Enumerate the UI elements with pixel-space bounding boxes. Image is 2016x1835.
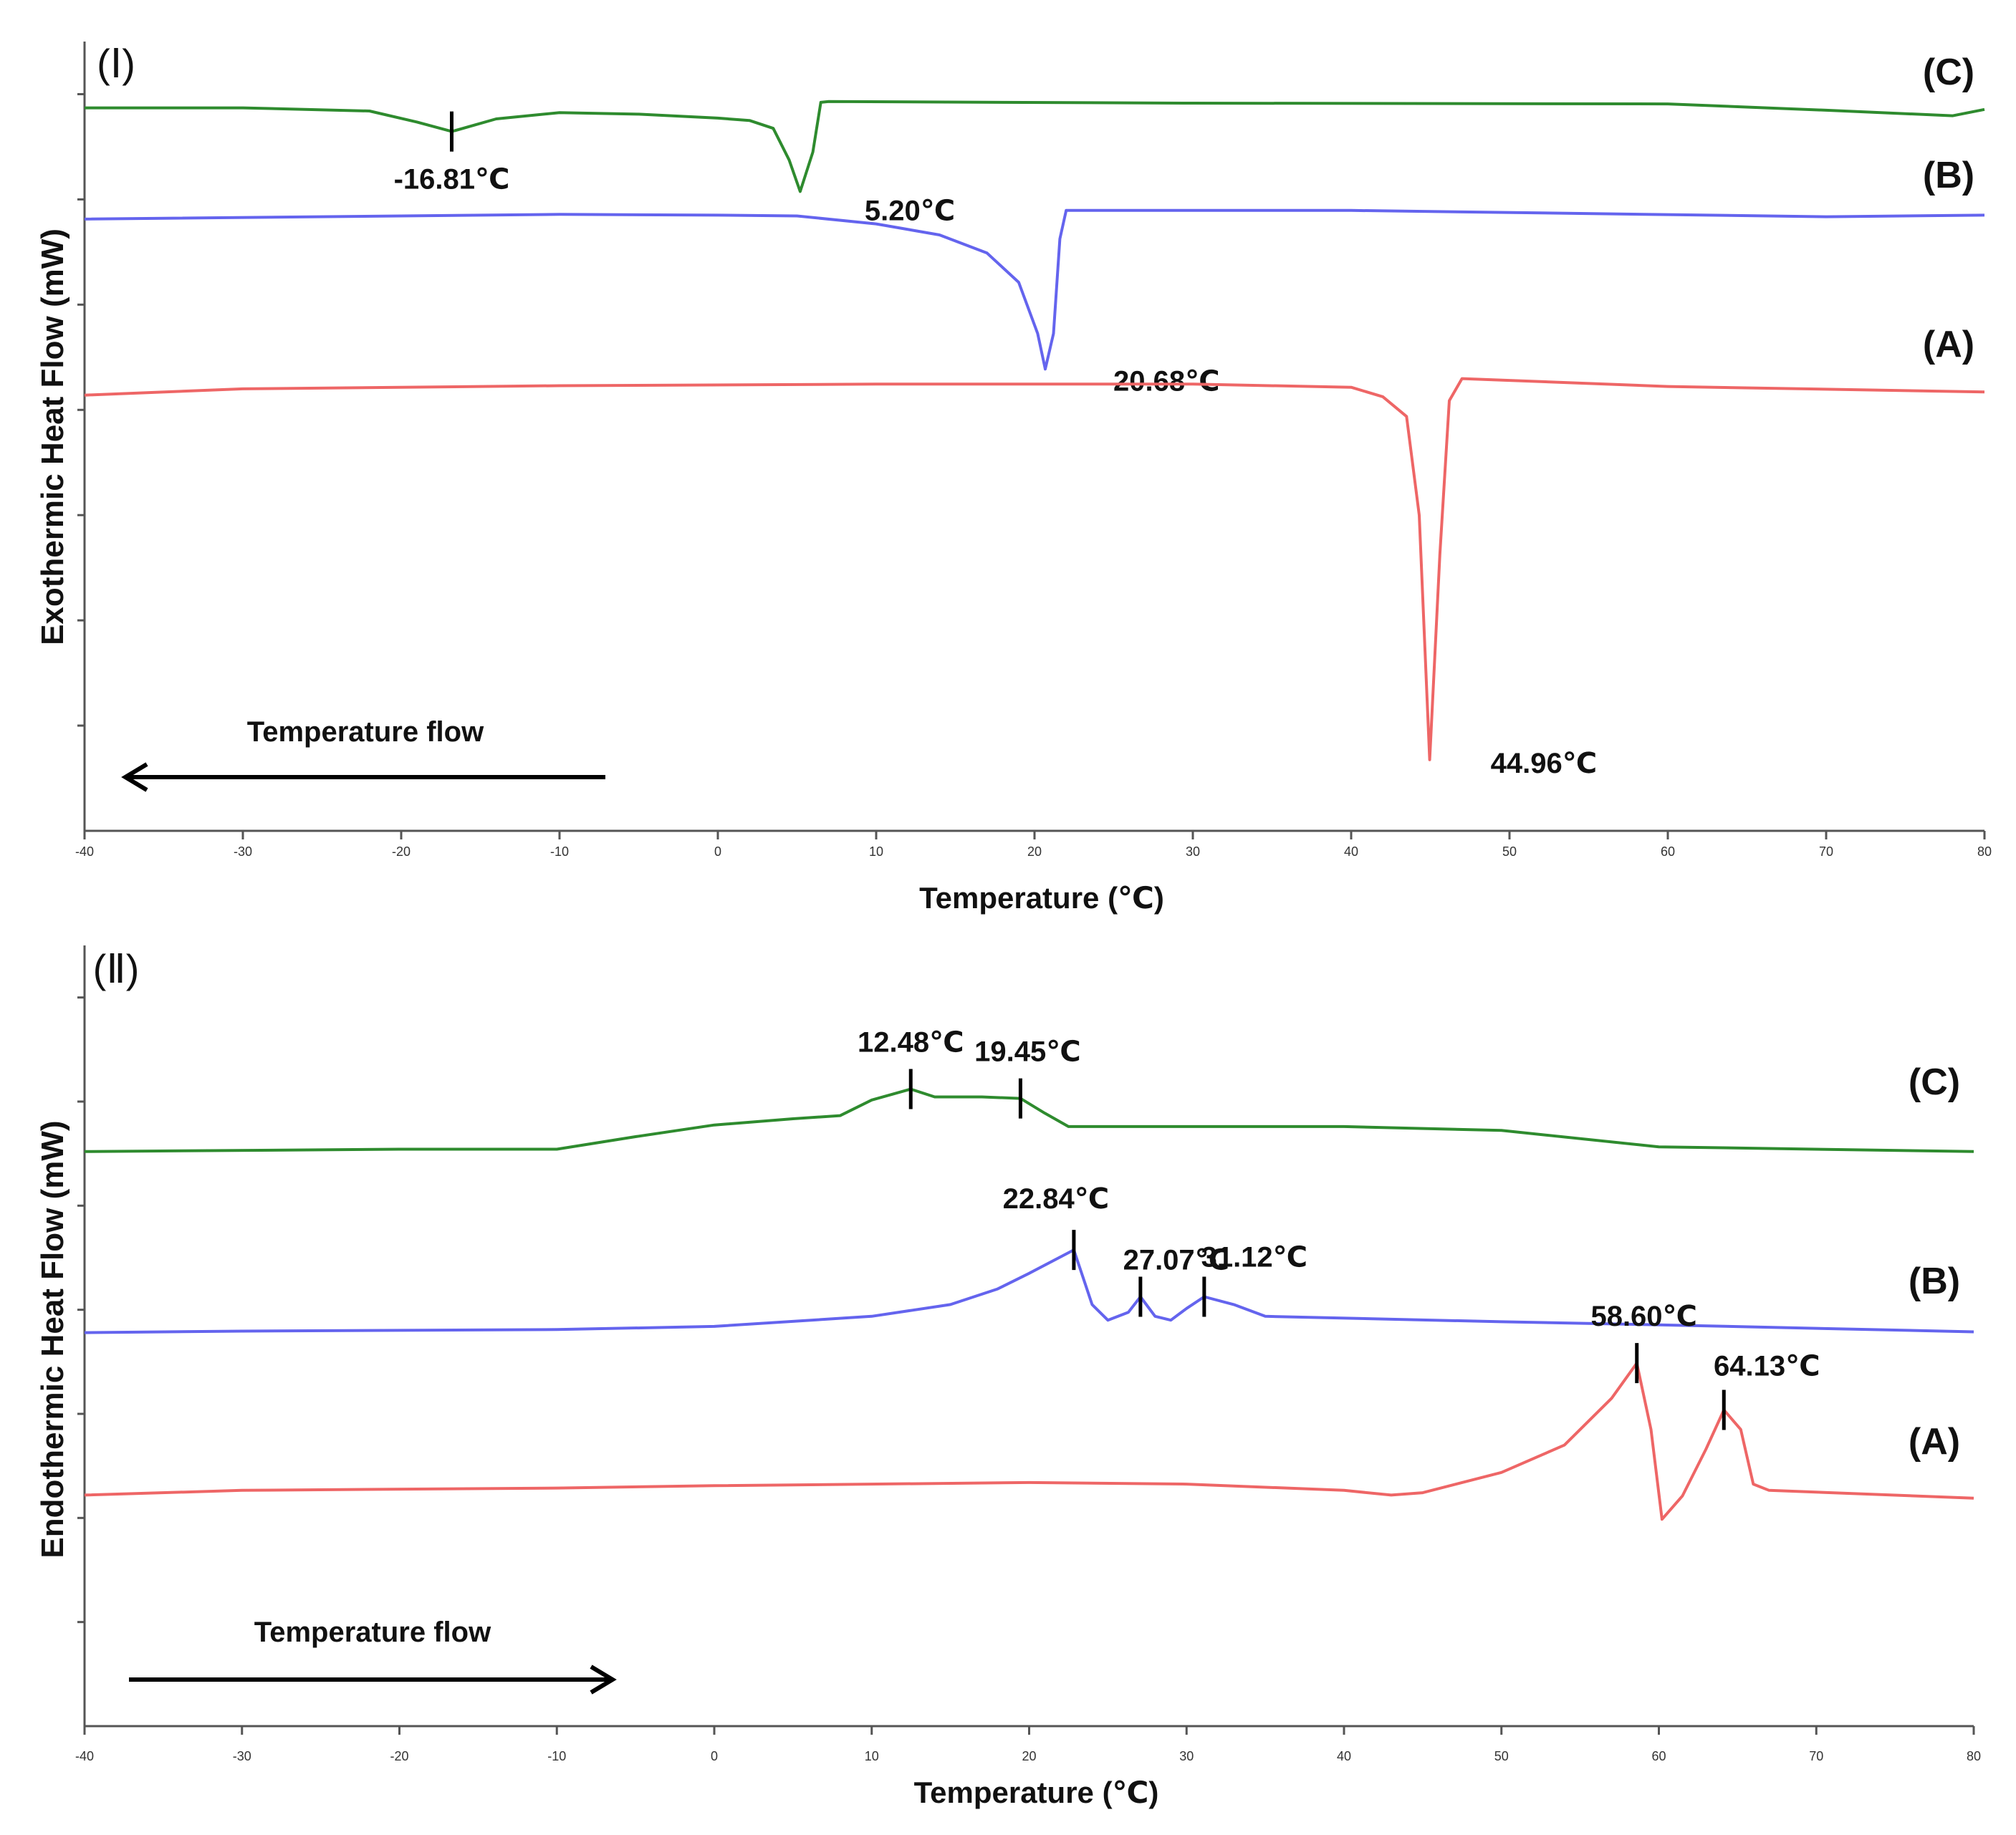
x-axis-title: Temperature (℃) (914, 1776, 1159, 1809)
peak-label: 22.84℃ (1003, 1183, 1110, 1215)
x-axis-title: Temperature (℃) (919, 881, 1164, 915)
peak-label: 64.13℃ (1714, 1351, 1820, 1382)
series-label: (C) (1923, 52, 1974, 93)
x-tick-label: 70 (1809, 1749, 1823, 1763)
peak-label: 20.68℃ (1113, 365, 1220, 397)
x-tick-label: 30 (1179, 1749, 1194, 1763)
x-tick-label: 60 (1651, 1749, 1666, 1763)
panel-2: -40 -30 -20 -10 0 10 20 30 40 50 60 70 80 Temperature… (35, 945, 1981, 1809)
x-tick-label: -30 (234, 844, 252, 859)
x-tick-label: -40 (75, 1749, 94, 1763)
series-label: (B) (1923, 155, 1974, 196)
peak-label: 19.45℃ (974, 1036, 1081, 1068)
panel-label: (Ⅰ) (97, 41, 135, 86)
series-label: (C) (1909, 1061, 1960, 1103)
series-line-c (84, 1087, 1974, 1153)
peak-label: 58.60℃ (1590, 1301, 1697, 1332)
x-tick-label: 0 (714, 844, 721, 859)
peak-label: 27.07℃ (1123, 1245, 1230, 1276)
panel-label: (Ⅱ) (93, 946, 140, 991)
x-tick-label: 50 (1494, 1749, 1509, 1763)
x-tick-label: -10 (550, 844, 569, 859)
x-tick-label: 30 (1186, 844, 1200, 859)
arrow-head-icon (121, 762, 148, 792)
series-line-b (84, 1248, 1974, 1334)
x-tick-label: 10 (865, 1749, 879, 1763)
x-tick-label: -30 (233, 1749, 251, 1763)
x-tick-label: 80 (1977, 844, 1992, 859)
series-line-a (84, 1362, 1974, 1521)
series-label: (A) (1923, 324, 1974, 365)
temperature-flow-label: Temperature flow (247, 716, 484, 748)
x-tick-label: -10 (547, 1749, 566, 1763)
y-axis-title: Endothermic Heat Flow (mW) (35, 1120, 70, 1558)
peak-label: -16.81℃ (394, 164, 510, 196)
x-tick-label: 0 (711, 1749, 718, 1763)
peak-label: 44.96℃ (1491, 748, 1598, 779)
temperature-flow-label: Temperature flow (254, 1617, 491, 1648)
series-label: (A) (1909, 1421, 1960, 1463)
arrow-head-icon (590, 1665, 617, 1695)
x-tick-label: 20 (1022, 1749, 1036, 1763)
x-tick-label: 20 (1027, 844, 1042, 859)
x-tick-label: 40 (1337, 1749, 1351, 1763)
x-tick-label: 60 (1661, 844, 1675, 859)
peak-label: 31.12℃ (1201, 1242, 1308, 1273)
x-tick-label: 50 (1502, 844, 1517, 859)
series-line-c (85, 100, 1985, 193)
x-tick-label: 80 (1967, 1749, 1981, 1763)
x-tick-label: 40 (1344, 844, 1358, 859)
x-tick-label: 70 (1819, 844, 1833, 859)
y-axis-title: Exothermic Heat Flow (mW) (35, 228, 70, 645)
x-tick-label: -20 (390, 1749, 408, 1763)
peak-label: 5.20℃ (865, 195, 955, 226)
x-tick-label: -20 (392, 844, 411, 859)
series-label: (B) (1909, 1261, 1960, 1302)
x-tick-label: -40 (75, 844, 94, 859)
series-line-b (84, 208, 1985, 371)
panel-1: -40 -30 -20 -10 0 10 20 30 40 50 60 70 80 Temperature… (35, 41, 1992, 915)
peak-label: 12.48℃ (858, 1027, 964, 1059)
series-line-a (84, 377, 1985, 761)
x-tick-label: 10 (869, 844, 883, 859)
